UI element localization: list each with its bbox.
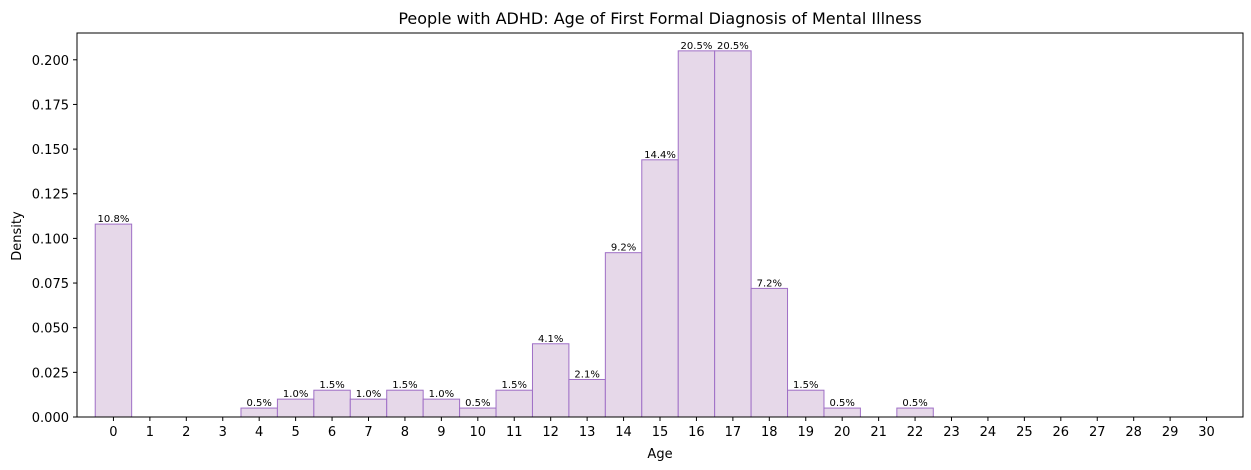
x-tick-label: 17 xyxy=(725,425,742,440)
bar-label-age-10: 0.5% xyxy=(465,398,490,409)
x-tick-label: 26 xyxy=(1053,425,1070,440)
y-tick-label: 0.025 xyxy=(32,366,69,381)
x-axis: 0 1 2 3 4 5 6 7 8 9 10 11 12 13 14 15 16 17 18 19 20 21 22 23 24… xyxy=(109,417,1215,440)
x-tick-label: 6 xyxy=(328,425,336,440)
x-tick-label: 25 xyxy=(1016,425,1033,440)
x-tick-label: 20 xyxy=(834,425,851,440)
bar-age-16 xyxy=(677,50,716,418)
bar-age-18 xyxy=(750,287,789,418)
x-axis-label: Age xyxy=(647,447,672,462)
bar-label-age-17: 20.5% xyxy=(717,41,749,52)
bar-age-20 xyxy=(823,407,861,418)
x-tick-label: 27 xyxy=(1089,425,1106,440)
y-tick-label: 0.050 xyxy=(32,322,69,337)
x-tick-label: 5 xyxy=(291,425,299,440)
x-tick-label: 30 xyxy=(1198,425,1215,440)
x-tick-label: 28 xyxy=(1125,425,1142,440)
x-tick-label: 19 xyxy=(797,425,814,440)
x-tick-label: 3 xyxy=(219,425,227,440)
bar-age-13 xyxy=(568,378,606,418)
bar-age-10 xyxy=(459,407,497,418)
x-tick-label: 7 xyxy=(364,425,372,440)
bar-age-17 xyxy=(714,50,752,418)
bar-label-age-5: 1.0% xyxy=(283,389,308,400)
bar-label-age-0: 10.8% xyxy=(98,214,130,225)
bar-label-age-13: 2.1% xyxy=(574,369,599,380)
x-tick-label: 23 xyxy=(943,425,960,440)
bars-group xyxy=(94,50,934,418)
y-axis-label: Density xyxy=(10,211,25,261)
bar-age-0 xyxy=(94,223,133,418)
x-tick-label: 24 xyxy=(980,425,997,440)
bar-label-age-19: 1.5% xyxy=(793,380,818,391)
x-tick-label: 18 xyxy=(761,425,778,440)
x-tick-label: 22 xyxy=(907,425,924,440)
bar-age-22 xyxy=(896,407,934,418)
bar-label-age-8: 1.5% xyxy=(392,380,417,391)
bar-age-11 xyxy=(495,389,533,418)
bar-label-age-12: 4.1% xyxy=(538,334,563,345)
bar-label-age-9: 1.0% xyxy=(429,389,454,400)
x-tick-label: 21 xyxy=(870,425,887,440)
x-tick-label: 1 xyxy=(146,425,154,440)
y-tick-label: 0.100 xyxy=(32,232,69,247)
bar-age-6 xyxy=(313,389,351,418)
bar-age-7 xyxy=(349,398,388,418)
x-tick-label: 0 xyxy=(109,425,117,440)
bar-label-age-18: 7.2% xyxy=(757,278,782,289)
x-tick-label: 10 xyxy=(470,425,487,440)
y-tick-label: 0.000 xyxy=(32,411,69,426)
bar-label-age-15: 14.4% xyxy=(644,150,676,161)
x-tick-label: 14 xyxy=(615,425,632,440)
y-tick-label: 0.175 xyxy=(32,98,69,113)
x-tick-label: 13 xyxy=(579,425,596,440)
bar-age-12 xyxy=(531,343,570,418)
y-tick-label: 0.075 xyxy=(32,277,69,292)
x-tick-label: 8 xyxy=(401,425,409,440)
x-tick-label: 2 xyxy=(182,425,190,440)
x-tick-label: 16 xyxy=(688,425,705,440)
bar-age-9 xyxy=(422,398,461,418)
x-tick-label: 11 xyxy=(506,425,523,440)
x-tick-label: 9 xyxy=(437,425,445,440)
chart-title: People with ADHD: Age of First Formal Di… xyxy=(398,9,921,28)
bar-label-age-7: 1.0% xyxy=(356,389,381,400)
x-tick-label: 15 xyxy=(652,425,669,440)
bar-label-age-14: 9.2% xyxy=(611,243,636,254)
bar-label-age-11: 1.5% xyxy=(502,380,527,391)
bar-age-15 xyxy=(641,159,679,418)
bar-label-age-4: 0.5% xyxy=(246,398,271,409)
bar-label-age-16: 20.5% xyxy=(681,41,713,52)
y-tick-label: 0.125 xyxy=(32,188,69,203)
x-tick-label: 29 xyxy=(1162,425,1179,440)
x-tick-label: 12 xyxy=(542,425,559,440)
bar-age-19 xyxy=(787,389,825,418)
bar-label-age-20: 0.5% xyxy=(829,398,854,409)
y-tick-label: 0.200 xyxy=(32,54,69,69)
x-tick-label: 4 xyxy=(255,425,263,440)
bar-label-age-6: 1.5% xyxy=(319,380,344,391)
bar-age-14 xyxy=(604,252,643,418)
bar-age-4 xyxy=(240,407,278,418)
bar-label-age-22: 0.5% xyxy=(902,398,927,409)
bar-age-5 xyxy=(276,398,315,418)
bar-labels-group: 10.8% 0.5% 1.0% 1.5% 1.0% 1.5% 1.0% 0.5% 1.5% 4.1… xyxy=(98,41,928,409)
y-axis: 0.000 0.025 0.050 0.075 0.100 0.125 0.150 0.175… xyxy=(32,54,77,426)
bar-age-8 xyxy=(386,389,424,418)
y-tick-label: 0.150 xyxy=(32,143,69,158)
